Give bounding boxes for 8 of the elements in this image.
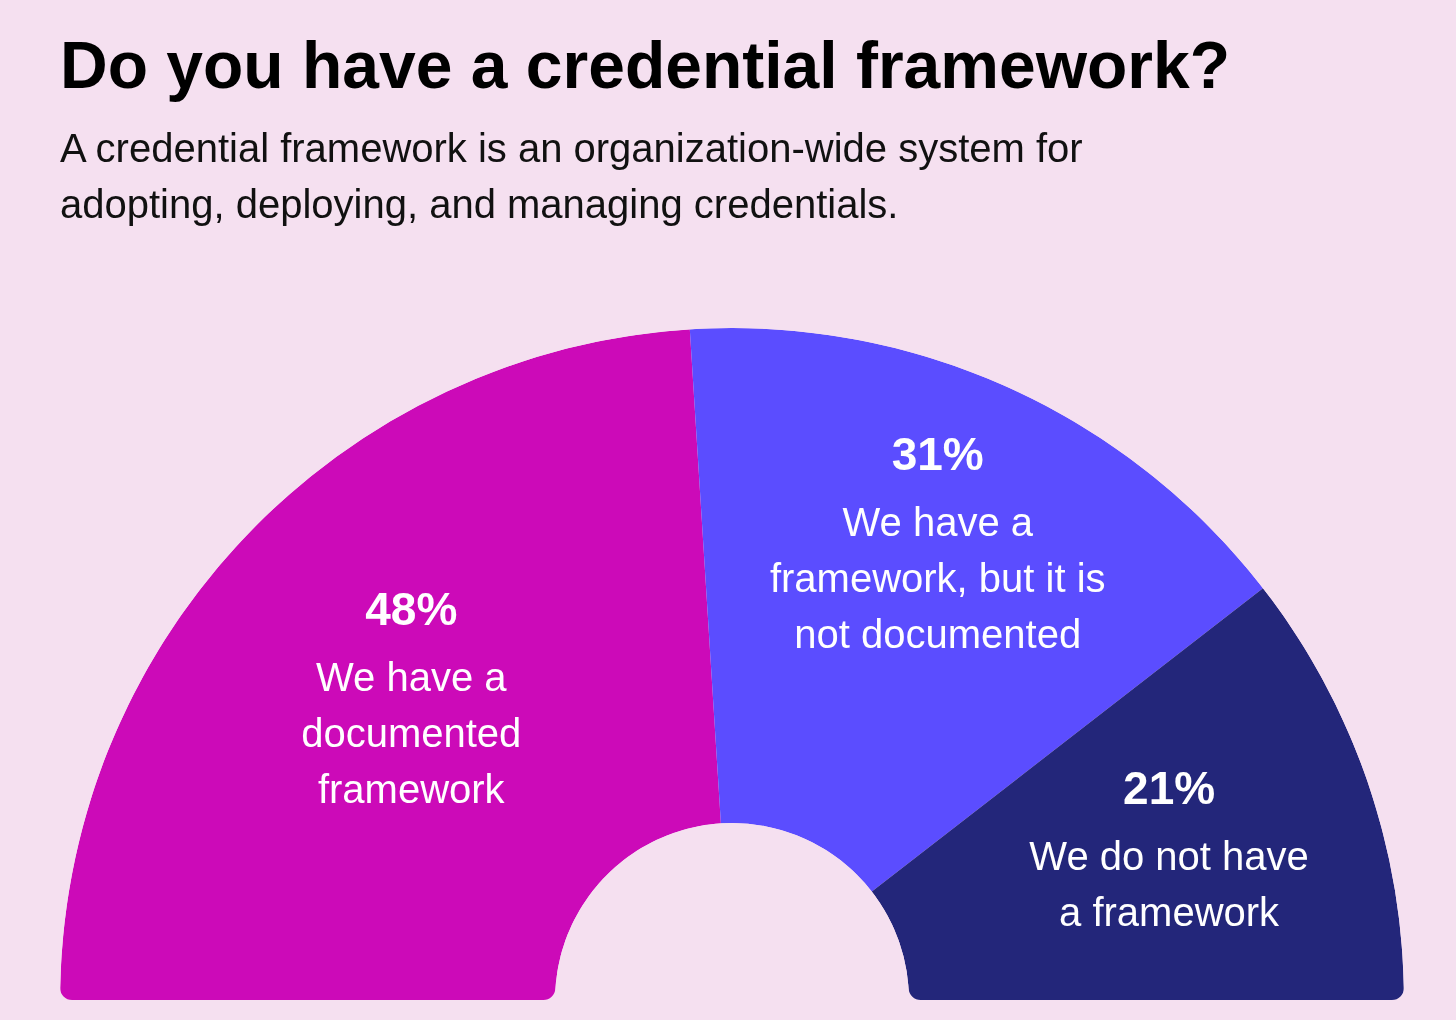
slice-label: We have a documented framework (301, 654, 522, 811)
data-label: 31% (891, 428, 984, 481)
data-label: 48% (365, 582, 458, 635)
data-label: 21% (1123, 762, 1216, 815)
chart-title: Do you have a credential framework? (60, 28, 1231, 102)
chart-subtitle: A credential framework is an organization-wide system for adopting, deploying, and managing credentials. (60, 126, 1083, 226)
slice-label: We do not have a framework (1029, 834, 1309, 935)
slice-label: We have a framework, but it is not documented (769, 500, 1106, 657)
